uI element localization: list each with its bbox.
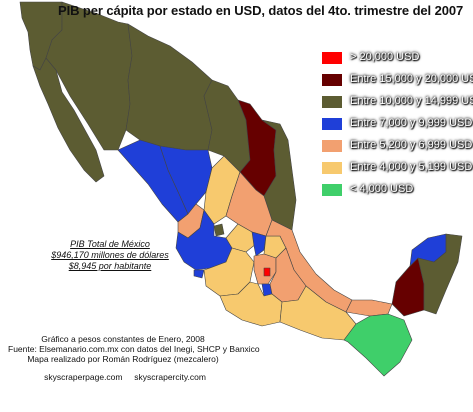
legend-item: > 20,000 USD bbox=[322, 50, 472, 72]
state-distrito-federal bbox=[263, 267, 271, 277]
site-link-skyscraperpage[interactable]: skyscraperpage.com bbox=[44, 372, 123, 382]
legend-item: Entre 7,000 y 9,999 USD bbox=[322, 116, 472, 138]
state-chiapas bbox=[343, 313, 413, 377]
pib-per-capita: $8,945 por habitante bbox=[68, 261, 152, 271]
state-quintana-roo bbox=[417, 233, 463, 315]
legend-swatch bbox=[322, 118, 342, 130]
legend-label: Entre 10,000 y 14,999 USD bbox=[350, 95, 473, 107]
legend-swatch bbox=[322, 96, 342, 108]
legend-item: < 4,000 USD bbox=[322, 182, 472, 204]
credits-source: Fuente: Elsemanario.com.mx con datos del… bbox=[8, 344, 260, 354]
pib-total: $946,170 millones de dólares bbox=[51, 250, 169, 260]
legend-swatch bbox=[322, 140, 342, 152]
state-colima bbox=[193, 269, 205, 279]
legend-item: Entre 10,000 y 14,999 USD bbox=[322, 94, 473, 116]
map-title: PIB per cápita por estado en USD, datos … bbox=[58, 3, 464, 18]
legend-label: Entre 15,000 y 20,000 USD bbox=[350, 73, 473, 85]
legend-item: Entre 15,000 y 20,000 USD bbox=[322, 72, 473, 94]
state-durango bbox=[159, 145, 213, 215]
legend-label: Entre 5,200 y 6,999 USD bbox=[350, 139, 473, 151]
state-coahuila bbox=[203, 79, 251, 173]
state-queretaro bbox=[251, 231, 267, 257]
pib-summary: PIB Total de México $946,170 millones de… bbox=[50, 239, 170, 272]
credits-author: Mapa realizado por Román Rodríguez (mezc… bbox=[27, 354, 219, 364]
credits: Gráfico a pesos constantes de Enero, 200… bbox=[8, 334, 260, 364]
legend-label: Entre 4,000 y 5,199 USD bbox=[350, 161, 473, 173]
legend: > 20,000 USD Entre 15,000 y 20,000 USD E… bbox=[322, 50, 473, 204]
state-guerrero bbox=[219, 281, 283, 327]
legend-swatch bbox=[322, 162, 342, 174]
credits-note: Gráfico a pesos constantes de Enero, 200… bbox=[41, 334, 205, 344]
legend-item: Entre 5,200 y 6,999 USD bbox=[322, 138, 472, 160]
legend-swatch bbox=[322, 184, 342, 196]
pib-heading: PIB Total de México bbox=[70, 239, 150, 249]
state-campeche bbox=[391, 257, 425, 317]
legend-item: Entre 4,000 y 5,199 USD bbox=[322, 160, 472, 182]
state-aguascalientes bbox=[213, 223, 225, 237]
site-link-skyscrapercity[interactable]: skyscrapercity.com bbox=[134, 372, 206, 382]
legend-label: < 4,000 USD bbox=[350, 183, 414, 195]
legend-swatch bbox=[322, 74, 342, 86]
state-tabasco bbox=[345, 299, 393, 317]
legend-label: Entre 7,000 y 9,999 USD bbox=[350, 117, 473, 129]
legend-label: > 20,000 USD bbox=[350, 51, 420, 63]
legend-swatch bbox=[322, 52, 342, 64]
footer-sites: skyscraperpage.com skyscrapercity.com bbox=[10, 372, 240, 382]
state-chihuahua bbox=[125, 23, 213, 151]
